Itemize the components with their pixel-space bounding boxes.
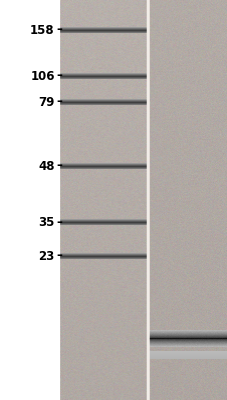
Text: –: – xyxy=(57,96,62,108)
Text: 23: 23 xyxy=(38,250,54,262)
Text: –: – xyxy=(57,250,62,262)
Text: 158: 158 xyxy=(30,24,54,36)
Text: 79: 79 xyxy=(38,96,54,108)
Text: 35: 35 xyxy=(38,216,54,228)
Text: 106: 106 xyxy=(30,70,54,82)
Text: –: – xyxy=(57,70,62,82)
Text: 48: 48 xyxy=(38,160,54,172)
Text: –: – xyxy=(57,160,62,172)
Text: –: – xyxy=(57,216,62,228)
Text: –: – xyxy=(57,24,62,36)
